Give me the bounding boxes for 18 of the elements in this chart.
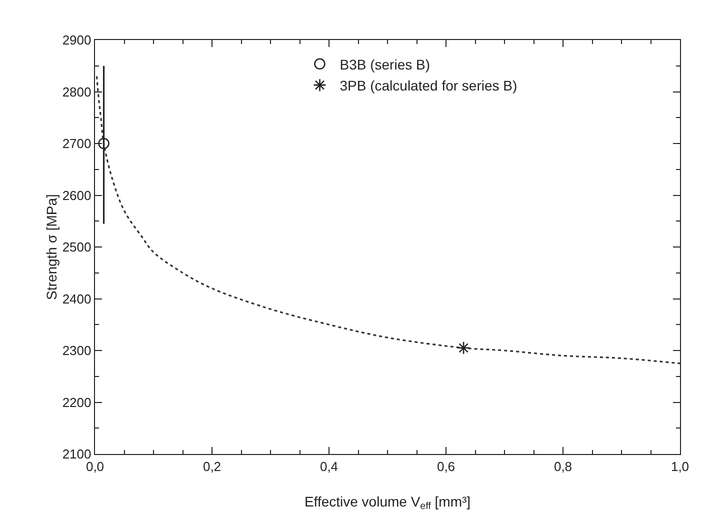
x-axis-title: Effective volume V$_{eff}$ [mm³]: [304, 493, 471, 512]
y-tick-label: 2300: [62, 343, 92, 358]
x-tick-label: 0,8: [554, 458, 572, 474]
y-tick-label: 2800: [62, 84, 92, 100]
x-tick-label: 0,2: [202, 458, 222, 474]
x-tick-label: 0,4: [320, 458, 338, 474]
legend-label: 3PB (calculated for series B): [340, 78, 518, 94]
y-tick-label: 2900: [62, 32, 92, 48]
x-tick-label: 1,0: [670, 458, 690, 474]
legend-label: B3B (series B): [340, 56, 430, 72]
y-tick-label: 2500: [62, 240, 92, 255]
y-tick-label: 2200: [62, 394, 92, 410]
y-tick-label: 2700: [62, 136, 92, 152]
y-axis-title: Strength σ [MPa]: [44, 194, 60, 300]
line-series: [96, 75, 680, 364]
y-tick-label: 2400: [62, 291, 92, 306]
y-tick-label: 2600: [62, 188, 92, 203]
x-tick-label: 0,6: [436, 458, 456, 474]
